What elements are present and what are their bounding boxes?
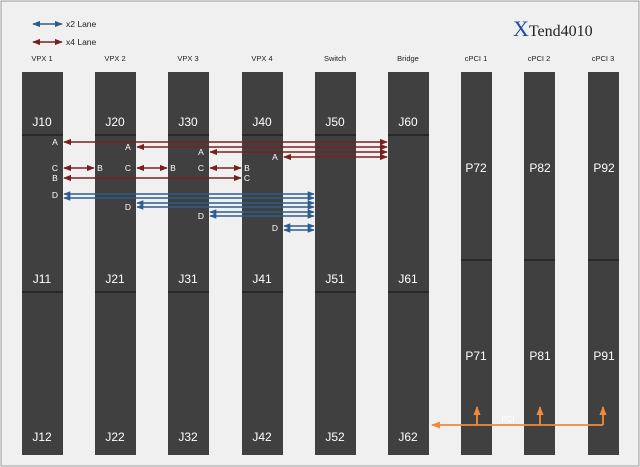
- slot-switch: [315, 72, 356, 455]
- slot-vpx3: [168, 72, 209, 455]
- slot-bridge: [388, 72, 429, 455]
- connector-j12: J12: [32, 430, 52, 444]
- slot-cpci3: [588, 72, 619, 455]
- port-vpx3-a: A: [198, 147, 204, 157]
- connector-j22: J22: [105, 430, 125, 444]
- connector-j40: J40: [252, 115, 272, 129]
- connector-p91: P91: [593, 349, 615, 363]
- connector-p82: P82: [529, 161, 551, 175]
- connector-j60: J60: [398, 115, 418, 129]
- port-vpx4-a: A: [272, 152, 278, 162]
- slot-cpci2: [524, 72, 555, 455]
- port-vpx2-d: D: [125, 202, 131, 212]
- x4-lanes: [63, 138, 388, 182]
- x2-lanes: [63, 191, 315, 233]
- title-rest: Tend4010: [529, 23, 593, 40]
- legend-x4-label: x4 Lane: [66, 37, 97, 47]
- port-vpx3-b: B: [170, 163, 176, 173]
- connector-p92: P92: [593, 161, 615, 175]
- pci-label: PCI: [501, 415, 514, 424]
- connector-j41: J41: [252, 272, 272, 286]
- header-vpx1: VPX 1: [31, 54, 52, 63]
- connector-p72: P72: [465, 161, 487, 175]
- header-vpx2: VPX 2: [104, 54, 125, 63]
- port-vpx3-d: D: [198, 211, 204, 221]
- port-vpx1-c: C: [52, 163, 58, 173]
- port-vpx1-b: B: [52, 173, 58, 183]
- connector-j20: J20: [105, 115, 125, 129]
- port-letters: A C B D B C A D A B C D A B C D: [52, 137, 278, 233]
- connector-j11: J11: [33, 272, 52, 286]
- port-vpx4-d: D: [272, 223, 278, 233]
- connector-j62: J62: [398, 430, 418, 444]
- legend-x2-label: x2 Lane: [66, 19, 97, 29]
- slot-dividers: [22, 134, 619, 293]
- pci-bus: [431, 406, 607, 429]
- port-vpx2-b: B: [97, 163, 103, 173]
- connector-j42: J42: [252, 430, 272, 444]
- header-bridge: Bridge: [397, 54, 419, 63]
- port-vpx4-b: B: [244, 163, 250, 173]
- header-cpci1: cPCI 1: [465, 54, 488, 63]
- connector-j10: J10: [32, 115, 52, 129]
- product-title: XTend4010: [513, 16, 593, 41]
- port-vpx3-c: C: [198, 163, 204, 173]
- slot-vpx4: [242, 72, 283, 455]
- slot-cpci1: [461, 72, 492, 455]
- connector-p81: P81: [529, 349, 551, 363]
- connector-j52: J52: [325, 430, 345, 444]
- slot-vpx2: [95, 72, 136, 455]
- header-vpx4: VPX 4: [251, 54, 272, 63]
- cpci-slots: [461, 72, 619, 455]
- connector-p71: P71: [465, 349, 487, 363]
- vpx-slots: [22, 72, 429, 455]
- connector-j51: J51: [325, 272, 345, 286]
- port-vpx1-a: A: [52, 137, 58, 147]
- connector-j50: J50: [325, 115, 345, 129]
- legend: x2 Lane x4 Lane: [32, 19, 97, 47]
- connector-j30: J30: [178, 115, 198, 129]
- header-cpci3: cPCI 3: [592, 54, 615, 63]
- slot-vpx1: [22, 72, 63, 455]
- connector-j61: J61: [398, 272, 418, 286]
- connector-j31: J31: [178, 272, 198, 286]
- port-vpx4-c: C: [244, 173, 250, 183]
- column-headers: VPX 1 VPX 2 VPX 3 VPX 4 Switch Bridge cP…: [31, 54, 614, 63]
- connector-labels: J10 J11 J12 J20 J21 J22 J30 J31 J32 J40 …: [32, 115, 615, 444]
- header-switch: Switch: [324, 54, 346, 63]
- header-vpx3: VPX 3: [177, 54, 198, 63]
- connector-j21: J21: [105, 272, 125, 286]
- connector-j32: J32: [178, 430, 198, 444]
- title-x-letter: X: [513, 16, 529, 41]
- port-vpx1-d: D: [52, 190, 58, 200]
- port-vpx2-a: A: [125, 142, 131, 152]
- header-cpci2: cPCI 2: [528, 54, 551, 63]
- port-vpx2-c: C: [125, 163, 131, 173]
